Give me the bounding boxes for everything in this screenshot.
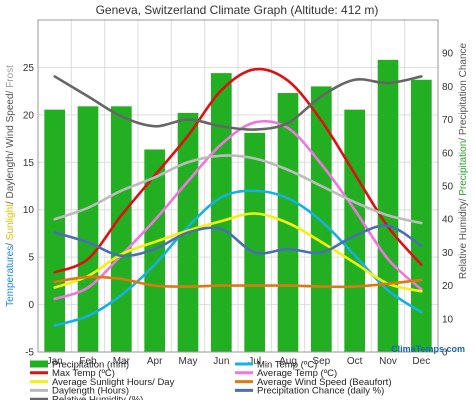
right-axis-label-part: Precipitation — [458, 141, 469, 196]
left-tick-label: 25 — [23, 63, 35, 74]
right-tick-label: 90 — [442, 49, 454, 60]
precipitation-bar — [44, 109, 65, 352]
precipitation-bar — [344, 109, 365, 352]
legend-label: Precipitation Chance (daily %) — [257, 386, 384, 397]
right-axis-label-part: Relative Humidity/ — [458, 196, 469, 279]
x-tick-label: May — [179, 356, 198, 367]
left-axis-label-part: / Daylength/ Wind Speed/ — [5, 88, 16, 204]
x-tick-label: Jan — [47, 356, 63, 367]
left-tick-label: -5 — [25, 348, 34, 359]
series-line-max-temp-c — [53, 67, 423, 274]
right-axis-label-part: / Precipitation Chance — [458, 42, 469, 140]
precipitation-bar — [111, 106, 132, 352]
legend: Precipitation (mm) Min Temp (ºC) Max Temp … — [30, 359, 391, 400]
x-tick-label: Jul — [248, 356, 261, 367]
series-line-precipitation-chance-daily — [53, 224, 423, 258]
left-tick-label: 15 — [23, 158, 35, 169]
right-tick-label: 20 — [442, 281, 454, 292]
left-tick-label: 5 — [28, 253, 34, 264]
left-tick-label: 10 — [23, 205, 35, 216]
legend-label: Relative Humidity (%) — [52, 395, 143, 400]
x-tick-label: Jun — [213, 356, 229, 367]
precipitation-bar — [377, 59, 399, 353]
right-tick-label: 30 — [442, 248, 454, 259]
left-tick-label: 0 — [28, 300, 34, 311]
series-line-average-wind-speed-beaufort — [53, 275, 423, 289]
x-tick-label: Apr — [147, 356, 163, 367]
left-axis-label-part: Temperatures — [5, 246, 16, 307]
legend-label: Average Sunlight Hours/ Day — [52, 377, 175, 388]
x-tick-label: Feb — [79, 356, 97, 367]
right-tick-label: 50 — [442, 182, 454, 193]
series-line-relative-humidity — [53, 75, 423, 131]
brand-label: ClimaTemps.com — [391, 344, 465, 354]
legend-swatch-bar — [30, 360, 48, 368]
x-tick-label: Mar — [113, 356, 131, 367]
series-line-min-temp-c — [53, 189, 423, 327]
series-lines — [53, 67, 423, 327]
right-axis-label: Relative Humidity/ Precipitation/ Precip… — [458, 42, 469, 279]
right-tick-label: 70 — [442, 115, 454, 126]
plot-frame — [37, 19, 439, 353]
right-tick-label: 10 — [442, 314, 454, 325]
chart-title: Geneva, Switzerland Climate Graph (Altit… — [96, 3, 379, 17]
left-axis-label: Temperatures/ Sunlight/ Daylength/ Wind … — [5, 65, 16, 307]
right-tick-label: 60 — [442, 148, 454, 159]
x-tick-label: Sep — [312, 356, 330, 367]
x-tick-label: Aug — [279, 356, 297, 367]
x-tick-label: Dec — [412, 356, 430, 367]
x-tick-label: Oct — [347, 356, 363, 367]
left-axis-label-part: Frost — [5, 65, 16, 88]
left-axis-label-part: Sunlight — [5, 204, 16, 240]
legend-label: Min Temp (ºC) — [257, 359, 317, 370]
right-tick-label: 80 — [442, 82, 454, 93]
axes: -5 0 5 10 15 20 25 0 10 20 30 40 50 60 70 80 90 Jan Feb Mar… — [5, 19, 469, 367]
right-tick-label: 0 — [442, 348, 448, 359]
legend-label: Daylength (Hours) — [52, 386, 129, 397]
x-tick-label: Nov — [379, 356, 397, 367]
right-tick-label: 40 — [442, 215, 454, 226]
left-axis-label-part: / — [5, 240, 16, 246]
series-line-average-temp-c — [53, 119, 423, 301]
series-line-daylength-hours — [53, 154, 423, 225]
left-tick-label: 20 — [23, 110, 35, 121]
legend-label: Average Temp (ºC) — [257, 368, 337, 379]
precipitation-bar — [144, 149, 165, 352]
precipitation-bar — [311, 86, 332, 353]
precipitation-bar — [244, 132, 265, 352]
precipitation-bar — [211, 73, 232, 353]
legend-label: Max Temp (ºC) — [52, 368, 115, 379]
legend-label: Average Wind Speed (Beaufort) — [257, 377, 391, 388]
legend-label: Precipitation (mm) — [52, 359, 129, 370]
